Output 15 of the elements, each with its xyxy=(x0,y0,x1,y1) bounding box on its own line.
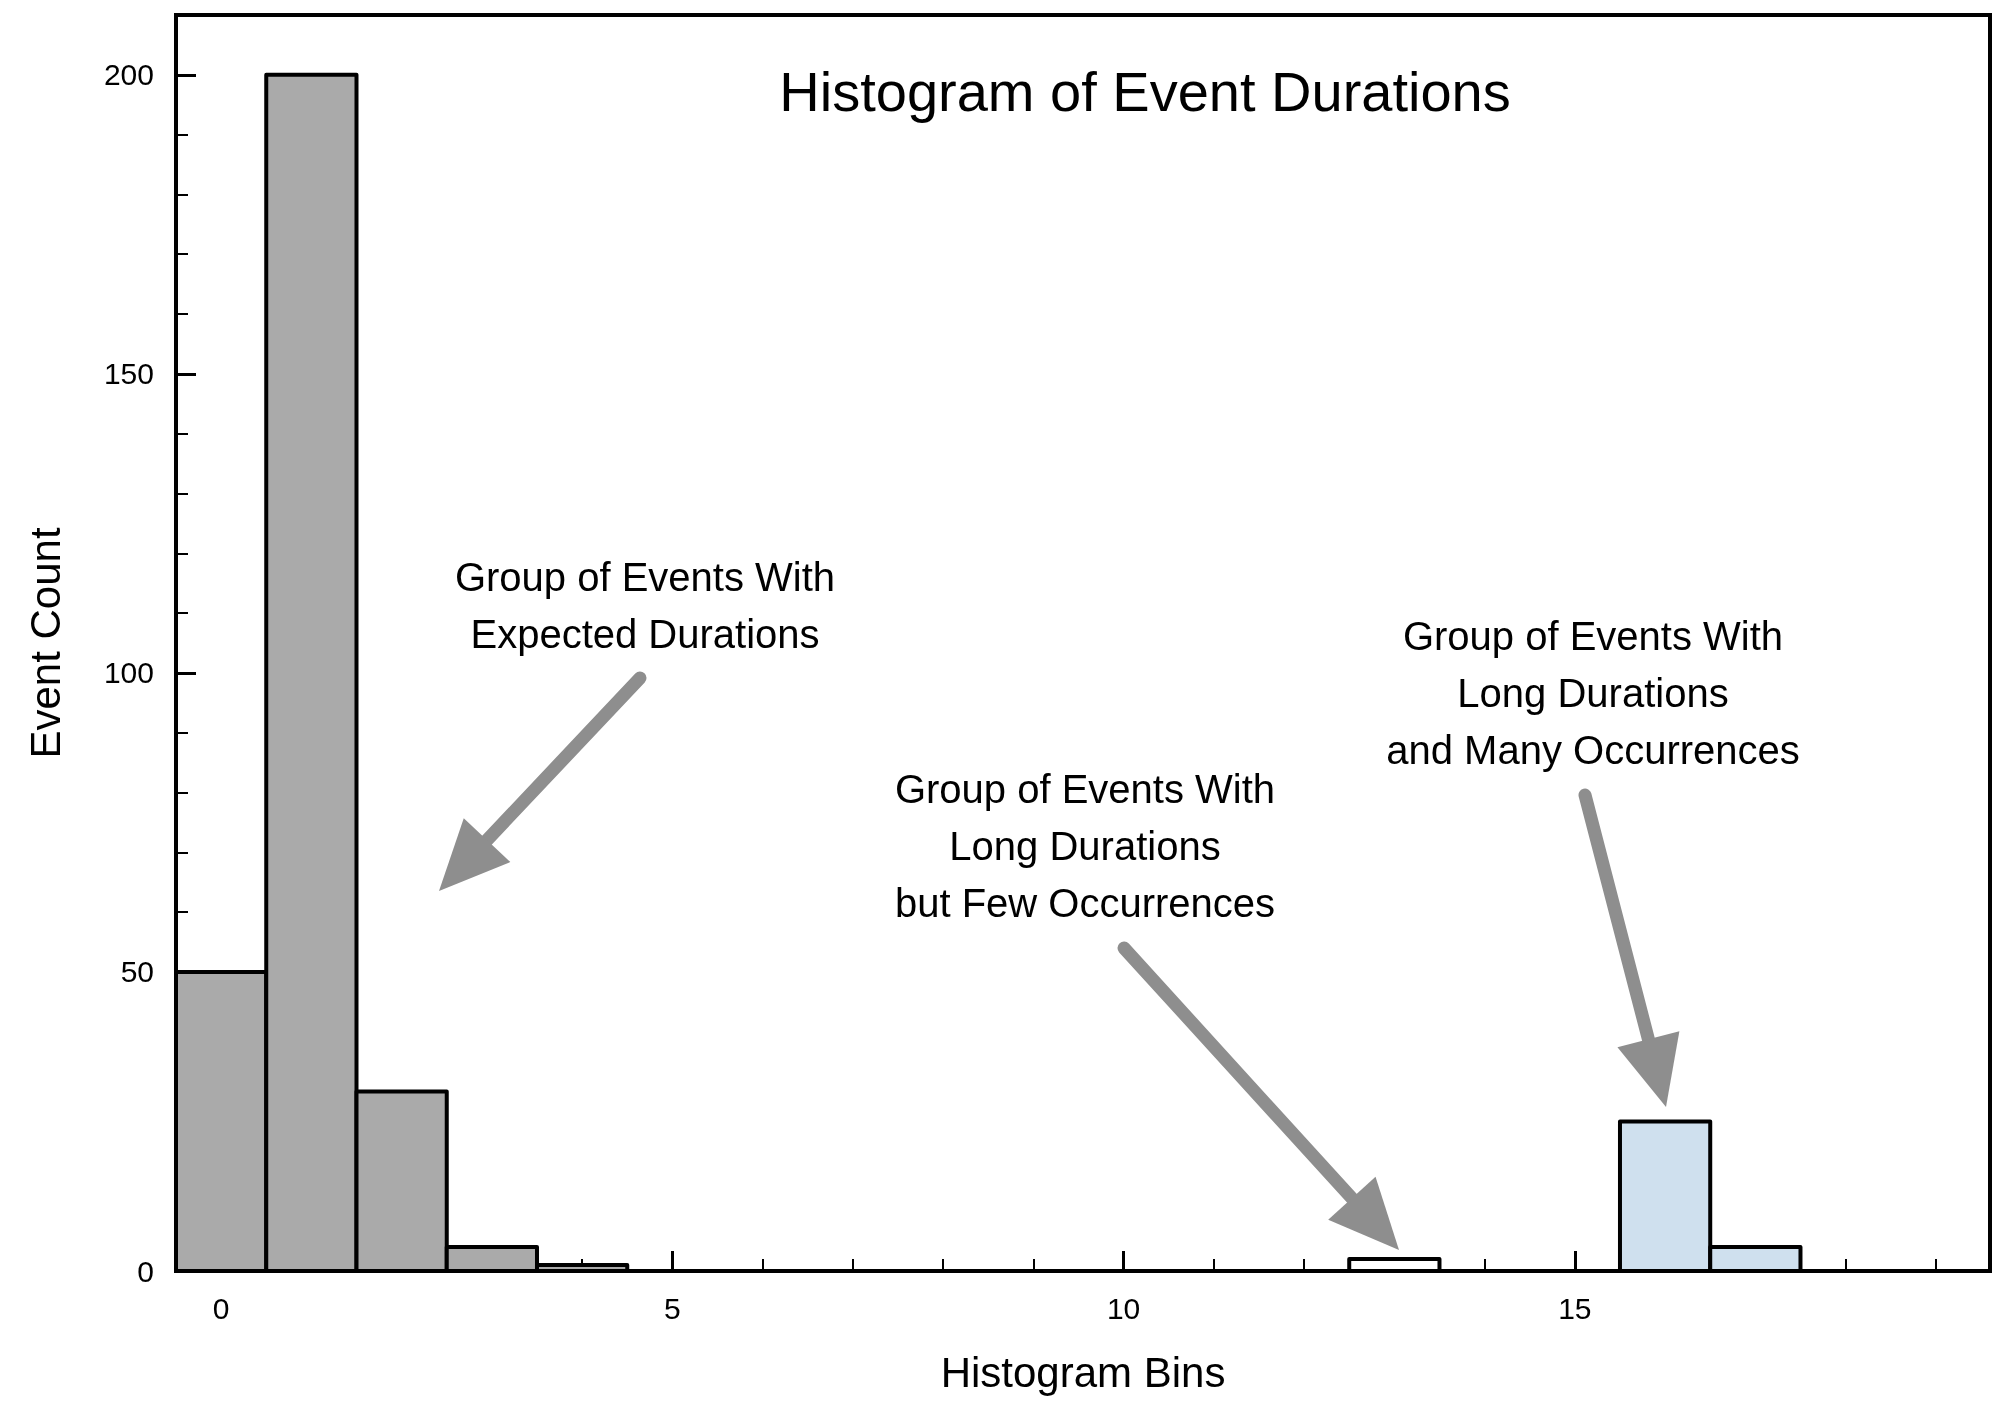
x-tick-label: 0 xyxy=(212,1291,230,1325)
y-tick-label: 200 xyxy=(103,58,154,92)
x-tick-label: 10 xyxy=(1106,1291,1141,1325)
annotation: Group of Events With Long Durations and Many Occurrences xyxy=(1386,612,1800,774)
annotation: Group of Events With Expected Durations xyxy=(454,554,836,658)
y-tick-label: 100 xyxy=(103,656,154,690)
y-axis-title: Event Count xyxy=(21,527,69,759)
x-axis-title: Histogram Bins xyxy=(940,1348,1226,1396)
x-tick-label: 15 xyxy=(1558,1291,1592,1325)
y-tick-label: 50 xyxy=(120,955,154,989)
y-tick-label: 150 xyxy=(103,357,154,391)
y-tick-label: 0 xyxy=(137,1254,154,1288)
annotation: Group of Events With Long Durations but Few Occurrences xyxy=(894,765,1276,927)
text: Histogram of Event Durations xyxy=(779,59,1511,123)
x-tick-label: 5 xyxy=(664,1291,681,1325)
